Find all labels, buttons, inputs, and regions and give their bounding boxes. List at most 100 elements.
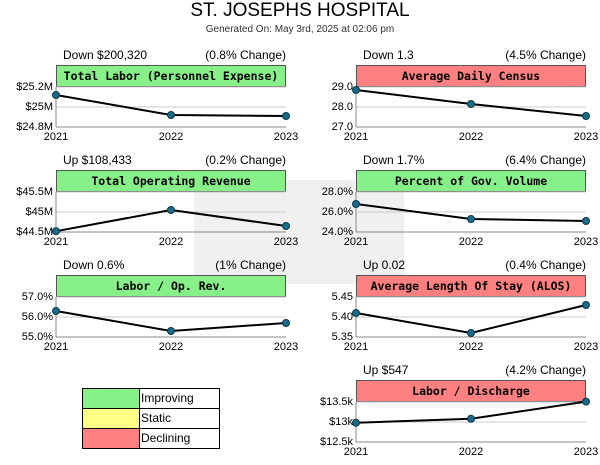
data-point xyxy=(467,414,475,423)
data-point xyxy=(282,319,290,327)
data-point xyxy=(52,307,60,315)
legend-label: Improving xyxy=(141,391,194,405)
x-tick-label: 2021 xyxy=(43,341,69,353)
data-point xyxy=(352,309,360,317)
chart-title: Labor / Discharge xyxy=(356,380,586,402)
x-tick-label: 2023 xyxy=(273,131,299,143)
x-tick-label: 2021 xyxy=(343,236,369,248)
x-tick-label: 2023 xyxy=(573,446,599,458)
data-point xyxy=(582,301,590,309)
data-point xyxy=(467,215,475,223)
y-tick-label: $13k xyxy=(329,416,353,428)
x-tick-label: 2021 xyxy=(343,341,369,353)
data-point xyxy=(167,327,175,335)
y-tick-label: 27.0 xyxy=(331,121,353,133)
y-tick-label: $13.5k xyxy=(319,396,353,408)
x-tick-label: 2022 xyxy=(458,446,484,458)
y-tick-label: $25.2M xyxy=(16,81,53,93)
legend: Improving Static Declining xyxy=(82,388,220,449)
y-tick-label: 28.0% xyxy=(321,186,353,198)
change-value: Up 0.02 xyxy=(363,258,406,272)
change-percent: (6.4% Change) xyxy=(505,153,586,167)
change-percent: (4.2% Change) xyxy=(505,363,586,377)
change-value: Down 0.6% xyxy=(63,258,125,272)
y-tick-label: $24.8M xyxy=(16,121,53,133)
data-point xyxy=(352,200,360,208)
change-value: Up $547 xyxy=(363,363,409,377)
x-tick-label: 2023 xyxy=(273,341,299,353)
y-tick-label: 29.0 xyxy=(331,81,353,93)
y-tick-label: 5.35 xyxy=(331,331,353,343)
x-tick-label: 2021 xyxy=(43,236,69,248)
data-point xyxy=(352,86,360,94)
data-point xyxy=(582,217,590,225)
legend-label: Static xyxy=(141,411,172,425)
data-point xyxy=(282,112,290,120)
x-tick-label: 2022 xyxy=(458,131,484,143)
y-tick-label: 56.0% xyxy=(21,311,53,323)
x-tick-label: 2021 xyxy=(343,131,369,143)
data-point xyxy=(52,91,60,99)
y-tick-label: 26.0% xyxy=(321,206,353,218)
data-point xyxy=(167,111,175,119)
change-percent: (4.5% Change) xyxy=(505,48,586,62)
x-tick-label: 2022 xyxy=(458,341,484,353)
x-tick-label: 2022 xyxy=(158,131,184,143)
y-tick-label: $25M xyxy=(25,101,53,113)
page-title: ST. JOSEPHS HOSPITAL xyxy=(190,0,410,21)
y-tick-label: $45M xyxy=(25,206,53,218)
y-tick-label: 28.0 xyxy=(331,101,353,113)
y-tick-label: 5.45 xyxy=(331,291,353,303)
legend-label: Declining xyxy=(141,431,191,445)
data-point xyxy=(52,227,60,236)
chart-title: Average Daily Census xyxy=(356,65,586,87)
legend-swatch-improving xyxy=(83,389,140,408)
y-tick-label: $45.5M xyxy=(16,186,53,198)
x-tick-label: 2022 xyxy=(458,236,484,248)
data-point xyxy=(582,112,590,120)
y-tick-label: 55.0% xyxy=(21,331,53,343)
x-tick-label: 2021 xyxy=(343,446,369,458)
y-tick-label: 5.40 xyxy=(331,311,353,323)
legend-swatch-static xyxy=(83,409,140,428)
x-tick-label: 2022 xyxy=(158,236,184,248)
chart-title: Labor / Op. Rev. xyxy=(56,275,286,297)
data-point xyxy=(352,418,360,427)
change-value: Down 1.3 xyxy=(363,48,414,62)
data-point xyxy=(167,206,175,214)
data-point xyxy=(582,397,590,406)
chart-title: Total Labor (Personnel Expense) xyxy=(56,65,286,87)
change-percent: (0.2% Change) xyxy=(205,153,286,167)
x-tick-label: 2023 xyxy=(573,131,599,143)
y-tick-label: $44.5M xyxy=(16,226,53,238)
change-value: Down 1.7% xyxy=(363,153,425,167)
data-point xyxy=(282,222,290,230)
change-percent: (0.4% Change) xyxy=(505,258,586,272)
chart-title: Percent of Gov. Volume xyxy=(356,170,586,192)
legend-swatch-declining xyxy=(83,429,140,448)
change-percent: (1% Change) xyxy=(215,258,286,272)
data-point xyxy=(467,329,475,337)
legend-item-improving: Improving xyxy=(83,389,219,409)
x-tick-label: 2023 xyxy=(273,236,299,248)
generated-timestamp: Generated On: May 3rd, 2025 at 02:06 pm xyxy=(205,24,395,35)
chart-title: Average Length Of Stay (ALOS) xyxy=(356,275,586,297)
data-point xyxy=(467,100,475,108)
x-tick-label: 2021 xyxy=(43,131,69,143)
change-percent: (0.8% Change) xyxy=(205,48,286,62)
legend-item-static: Static xyxy=(83,409,219,429)
x-tick-label: 2023 xyxy=(573,236,599,248)
change-value: Up $108,433 xyxy=(63,153,132,167)
y-tick-label: 24.0% xyxy=(321,226,353,238)
y-tick-label: $12.5k xyxy=(319,436,353,448)
x-tick-label: 2022 xyxy=(158,341,184,353)
x-tick-label: 2023 xyxy=(573,341,599,353)
change-value: Down $200,320 xyxy=(63,48,148,62)
